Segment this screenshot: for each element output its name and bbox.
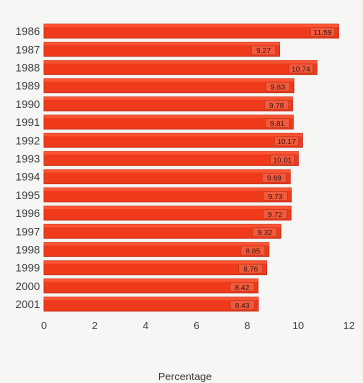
data-label-box-2000 — [229, 282, 255, 292]
data-label-1987: 9.27 — [256, 46, 271, 55]
data-label-box-1996 — [262, 209, 288, 219]
data-label-1988: 10.74 — [292, 64, 311, 73]
data-label-1994: 9.69 — [267, 174, 282, 183]
category-label-1987: 1987 — [16, 44, 40, 56]
data-label-1986: 11.59 — [313, 28, 331, 37]
data-label-1992: 10.17 — [277, 137, 296, 146]
bar-highlight-1995 — [44, 187, 292, 191]
category-label-2001: 2001 — [16, 299, 40, 311]
bar-highlight-1989 — [44, 78, 294, 82]
x-axis: 0 2 4 6 8 10 12 — [41, 320, 355, 332]
category-label-1986: 1986 — [16, 26, 40, 38]
x-axis-title: Percentage — [158, 371, 212, 383]
bar-highlight-1987 — [44, 42, 280, 46]
data-label-1990: 9.78 — [269, 101, 284, 110]
x-tick-12: 12 — [343, 320, 355, 332]
data-label-1993: 10.01 — [273, 155, 292, 164]
data-label-2000: 8.42 — [235, 283, 250, 292]
category-label-1992: 1992 — [16, 135, 40, 147]
data-label-box-1989 — [265, 81, 291, 92]
data-label-1999: 8.76 — [243, 265, 258, 274]
data-label-box-1999 — [238, 263, 263, 274]
data-label-box-1988 — [288, 63, 314, 74]
data-label-1991: 9.81 — [270, 119, 285, 128]
category-label-1994: 1994 — [16, 172, 40, 184]
bar-highlight-1996 — [44, 206, 292, 210]
category-label-1997: 1997 — [16, 226, 40, 238]
data-label-box-1992 — [274, 136, 299, 147]
category-label-1988: 1988 — [16, 63, 40, 75]
x-tick-2: 2 — [92, 320, 98, 332]
data-label-1989: 9.83 — [271, 83, 286, 92]
labels-layer: 1986 11.59 1987 9.27 1988 10.74 1989 9.83 1990 9.… — [16, 26, 335, 311]
data-label-1996: 9.72 — [268, 210, 283, 219]
category-label-1998: 1998 — [16, 245, 40, 257]
category-label-1993: 1993 — [16, 154, 40, 166]
x-tick-6: 6 — [194, 320, 200, 332]
data-label-1995: 9.73 — [268, 192, 283, 201]
bar-highlight-1994 — [44, 169, 291, 173]
data-label-1997: 9.32 — [258, 228, 273, 237]
category-label-1991: 1991 — [16, 117, 40, 129]
data-label-box-1991 — [265, 118, 290, 128]
bar-highlight-2001 — [44, 297, 259, 301]
data-label-box-1994 — [262, 172, 287, 183]
data-label-box-1986 — [310, 27, 335, 37]
category-label-1999: 1999 — [16, 263, 40, 275]
data-label-box-1998 — [240, 245, 266, 256]
bar-highlight-1990 — [44, 96, 293, 100]
data-label-box-1995 — [263, 191, 288, 201]
category-label-1995: 1995 — [16, 190, 40, 202]
bar-highlight-1999 — [44, 260, 267, 264]
category-label-1996: 1996 — [16, 208, 40, 220]
x-tick-0: 0 — [41, 320, 47, 332]
bar-highlight-1991 — [44, 115, 294, 119]
data-label-box-2001 — [230, 300, 255, 310]
data-label-box-1990 — [264, 100, 289, 110]
bars-layer — [43, 23, 339, 312]
x-tick-8: 8 — [244, 320, 250, 332]
category-label-1989: 1989 — [16, 81, 40, 93]
bar-highlight-1998 — [44, 242, 269, 246]
data-label-box-1993 — [270, 154, 295, 165]
bar-highlight-1993 — [44, 151, 299, 155]
x-tick-4: 4 — [143, 320, 149, 332]
data-label-box-1987 — [251, 45, 276, 56]
bar-highlight-1992 — [44, 133, 303, 137]
bar-highlight-1997 — [44, 224, 281, 228]
data-label-2001: 8.43 — [235, 301, 250, 310]
x-tick-10: 10 — [292, 320, 304, 332]
bar-highlight-2000 — [44, 278, 259, 282]
category-label-2000: 2000 — [16, 281, 40, 293]
bar-highlight-1986 — [44, 24, 339, 28]
data-label-1998: 8.85 — [246, 246, 261, 255]
data-label-box-1997 — [252, 227, 278, 238]
category-label-1990: 1990 — [16, 99, 40, 111]
bar-highlight-1988 — [44, 60, 317, 64]
